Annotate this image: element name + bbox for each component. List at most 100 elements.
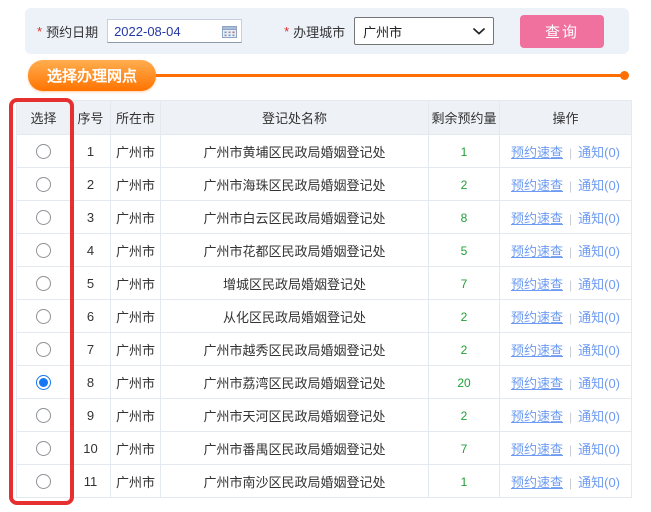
remaining-count: 8 (460, 210, 468, 225)
remaining-count-cell: 2 (428, 299, 500, 333)
city-label: 办理城市 (293, 24, 346, 40)
row-number-cell: 3 (70, 200, 111, 234)
registry-table: 选择 序号 所在市 登记处名称 剩余预约量 操作 1 广州市 广州市黄埔区民政局婚姻… (16, 100, 632, 498)
registry-name-cell: 广州市番禺区民政局婚姻登记处 (160, 431, 429, 465)
registry-radio-selected[interactable] (36, 375, 51, 391)
chevron-down-icon (473, 27, 486, 35)
quick-check-link[interactable]: 预约速查 (510, 441, 563, 457)
actions-cell: 预约速查 | 通知(0) (499, 365, 632, 399)
query-button[interactable]: 查询 (520, 14, 604, 48)
row-city: 广州市 (115, 177, 155, 193)
table-row: 7 广州市 广州市越秀区民政局婚姻登记处 2 预约速查 | 通知(0) (16, 332, 632, 366)
registry-name-cell: 广州市海珠区民政局婚姻登记处 (160, 167, 429, 201)
select-cell (16, 167, 71, 201)
row-city-cell: 广州市 (110, 233, 161, 267)
select-cell (16, 431, 71, 465)
remaining-count: 1 (460, 474, 468, 489)
table-row: 9 广州市 广州市天河区民政局婚姻登记处 2 预约速查 | 通知(0) (16, 398, 632, 432)
quick-check-link[interactable]: 预约速查 (510, 177, 563, 193)
row-city: 广州市 (115, 375, 155, 391)
required-marker: * (284, 23, 290, 39)
row-number: 9 (86, 407, 95, 423)
row-city-cell: 广州市 (110, 299, 161, 333)
registry-radio[interactable] (36, 408, 51, 424)
notify-link[interactable]: 通知(0) (578, 276, 621, 292)
table-row: 11 广州市 广州市南沙区民政局婚姻登记处 1 预约速查 | 通知(0) (16, 464, 632, 498)
actions-cell: 预约速查 | 通知(0) (499, 266, 632, 300)
registry-name-cell: 广州市南沙区民政局婚姻登记处 (160, 464, 429, 498)
table-row: 3 广州市 广州市白云区民政局婚姻登记处 8 预约速查 | 通知(0) (16, 200, 632, 234)
row-city: 广州市 (115, 408, 155, 424)
notify-link[interactable]: 通知(0) (578, 342, 621, 358)
quick-check-link[interactable]: 预约速查 (510, 243, 563, 259)
remaining-count: 2 (460, 309, 468, 324)
section-title-badge: 选择办理网点 (28, 59, 157, 91)
select-cell (16, 134, 71, 168)
registry-name: 广州市番禺区民政局婚姻登记处 (203, 441, 386, 457)
row-city-cell: 广州市 (110, 167, 161, 201)
row-number: 4 (86, 242, 95, 258)
registry-radio[interactable] (36, 441, 51, 457)
row-number: 6 (86, 308, 95, 324)
registry-name-cell: 广州市花都区民政局婚姻登记处 (160, 233, 429, 267)
section-divider-line (156, 73, 621, 77)
remaining-count-cell: 7 (428, 431, 500, 465)
registry-radio[interactable] (36, 243, 51, 259)
notify-link[interactable]: 通知(0) (578, 441, 621, 457)
quick-check-link[interactable]: 预约速查 (510, 309, 563, 325)
row-number: 5 (86, 275, 95, 291)
notify-link[interactable]: 通知(0) (578, 309, 621, 325)
header-city: 所在市 (110, 100, 161, 135)
action-separator: | (569, 244, 573, 259)
row-city: 广州市 (115, 210, 155, 226)
quick-check-link[interactable]: 预约速查 (510, 144, 563, 160)
notify-link[interactable]: 通知(0) (578, 177, 621, 193)
quick-check-link[interactable]: 预约速查 (510, 276, 563, 292)
notify-link[interactable]: 通知(0) (578, 375, 621, 391)
select-cell (16, 233, 71, 267)
calendar-icon[interactable] (222, 25, 238, 38)
row-number-cell: 11 (70, 464, 111, 498)
registry-name-cell: 增城区民政局婚姻登记处 (160, 266, 429, 300)
row-city: 广州市 (115, 441, 155, 457)
quick-check-link[interactable]: 预约速查 (510, 210, 563, 226)
registry-radio[interactable] (36, 210, 51, 226)
quick-check-link[interactable]: 预约速查 (510, 474, 563, 490)
city-select[interactable]: 广州市 (354, 17, 495, 45)
date-input[interactable]: 2022-08-04 (107, 19, 243, 43)
notify-link[interactable]: 通知(0) (578, 408, 621, 424)
select-cell (16, 464, 71, 498)
row-city: 广州市 (115, 474, 155, 490)
quick-check-link[interactable]: 预约速查 (510, 408, 563, 424)
action-separator: | (569, 475, 573, 490)
quick-check-link[interactable]: 预约速查 (510, 375, 563, 391)
registry-name-cell: 广州市荔湾区民政局婚姻登记处 (160, 365, 429, 399)
remaining-count: 2 (460, 408, 468, 423)
registry-radio[interactable] (36, 309, 51, 325)
registry-radio[interactable] (36, 144, 51, 160)
remaining-count: 5 (460, 243, 468, 258)
row-number: 3 (86, 209, 95, 225)
registry-radio[interactable] (36, 474, 51, 490)
notify-link[interactable]: 通知(0) (578, 243, 621, 259)
date-label: 预约日期 (46, 24, 99, 40)
action-separator: | (569, 310, 573, 325)
row-city: 广州市 (115, 309, 155, 325)
notify-link[interactable]: 通知(0) (578, 144, 621, 160)
registry-radio[interactable] (36, 276, 51, 292)
registry-name-cell: 广州市黄埔区民政局婚姻登记处 (160, 134, 429, 168)
registry-radio[interactable] (36, 342, 51, 358)
table-row: 1 广州市 广州市黄埔区民政局婚姻登记处 1 预约速查 | 通知(0) (16, 134, 632, 168)
actions-cell: 预约速查 | 通知(0) (499, 134, 632, 168)
remaining-count-cell: 1 (428, 134, 500, 168)
registry-name: 广州市南沙区民政局婚姻登记处 (203, 474, 386, 490)
action-separator: | (569, 442, 573, 457)
notify-link[interactable]: 通知(0) (578, 474, 621, 490)
registry-radio[interactable] (36, 177, 51, 193)
action-separator: | (569, 211, 573, 226)
quick-check-link[interactable]: 预约速查 (510, 342, 563, 358)
remaining-count-cell: 7 (428, 266, 500, 300)
remaining-count: 1 (460, 144, 468, 159)
notify-link[interactable]: 通知(0) (578, 210, 621, 226)
actions-cell: 预约速查 | 通知(0) (499, 200, 632, 234)
